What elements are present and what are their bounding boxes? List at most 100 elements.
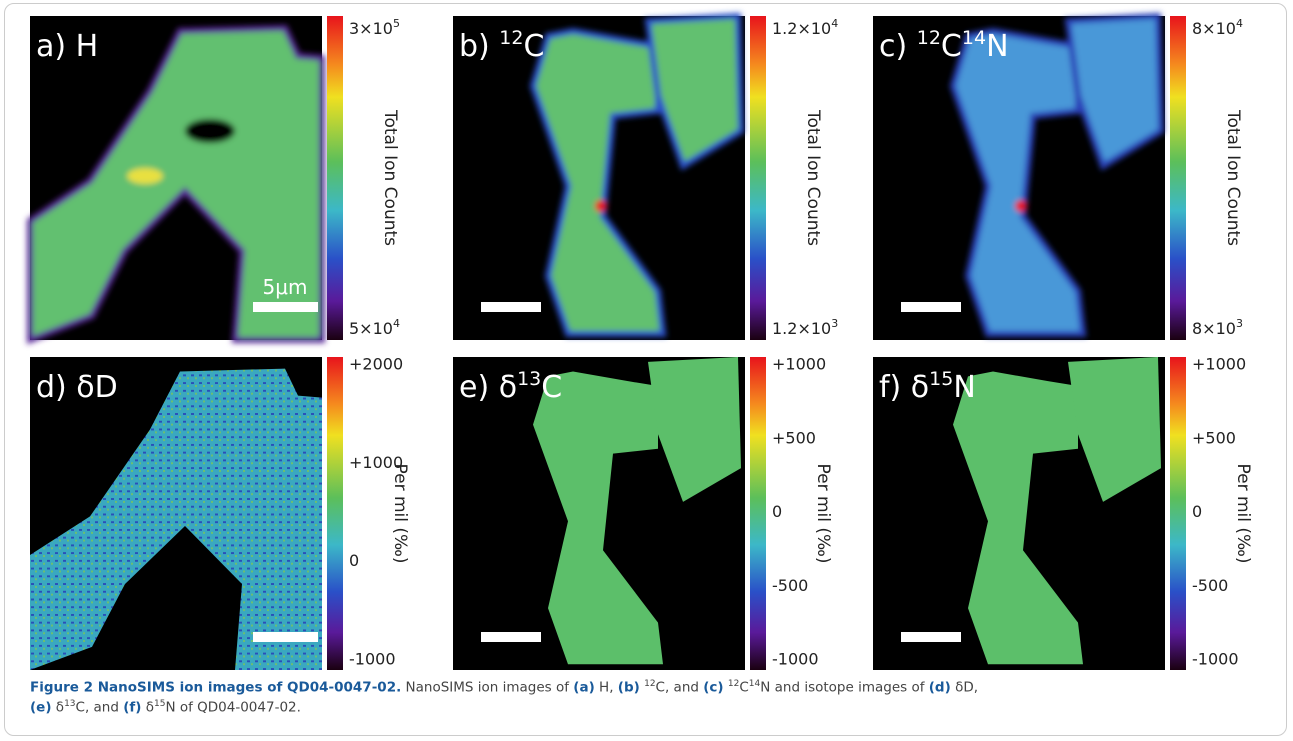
ion-image [529,12,745,337]
caption-line: Figure 2 NanoSIMS ion images of QD04-004… [30,679,978,696]
label-text: a) H [36,29,98,64]
ion-image [949,12,1165,337]
colorbar-tick-label: 3×105 [349,17,400,38]
tick-sup: 4 [831,17,838,30]
colorbar-tick-label: -1000 [349,650,396,669]
colorbar [750,16,766,340]
caption-line: (e) δ13C, and (f) δ15N of QD04-0047-02. [30,699,301,716]
caption-text: δ [51,699,65,716]
caption-text: (c) [703,679,724,696]
colorbar-tick-label: +1000 [772,355,826,374]
tick-text: 1.2×10 [772,19,831,38]
hot-spot [595,200,607,212]
panel: d) δD +2000 +1000 0 -1000 Per mil (‰) [30,355,410,670]
scale-bar [253,302,318,312]
colorbar-tick-label: 0 [349,551,359,570]
caption-text: 15 [154,699,166,709]
tick-sup: 4 [393,317,400,330]
label-sup: 12 [917,27,941,49]
tick-sup: 3 [1236,317,1243,330]
tick-text: 5×10 [349,319,393,338]
hole [185,119,235,143]
caption-text: (f) [123,699,142,716]
caption-text: NanoSIMS ion images of [401,679,574,696]
label-sup: 14 [962,27,986,49]
label-sup: 12 [499,27,523,49]
panel-label: a) H [36,29,98,64]
caption-text: (d) [928,679,951,696]
colorbar-tick-label: 0 [1192,502,1202,521]
sample-region [1068,357,1161,502]
tick-text: 8×10 [1192,19,1236,38]
colorbar-tick-label: 1.2×104 [772,17,838,38]
panel-label: c) 12C14N [879,27,1009,64]
panel: a) H 5μm 3×105 5×104 Total Ion Counts [27,16,400,345]
label-text: f) δ [879,370,929,405]
label-text: d) δD [36,370,118,405]
tick-sup: 4 [1236,17,1243,30]
scale-bar [481,632,541,642]
tick-text: 8×10 [1192,319,1236,338]
colorbar-tick-label: +500 [772,428,816,447]
sample-region [648,357,741,502]
label-sup: 15 [929,368,953,390]
colorbar-tick-label: 1.2×103 [772,317,838,338]
label-sup: 13 [517,368,541,390]
colorbar-tick-label: +500 [1192,428,1236,447]
colorbar-tick-label: +2000 [349,355,403,374]
ion-image [27,24,325,345]
caption-text: H, [594,679,618,696]
label-text: C [541,370,562,405]
colorbar-tick-label: +1000 [349,453,403,472]
ion-image [953,357,1161,665]
caption-text: δD, [950,679,979,696]
label-text: c) [879,29,917,64]
sample-region [949,27,1087,337]
label-text: e) δ [459,370,517,405]
colorbar-title: Total Ion Counts [803,109,823,246]
label-text: N [953,370,975,405]
scale-bar [901,302,961,312]
scale-bar-label: 5μm [263,275,308,299]
colorbar-tick-label: +1000 [1192,355,1246,374]
caption-text: N and isotope images of [760,679,929,696]
tick-text: 3×10 [349,19,393,38]
colorbar-tick-label: -1000 [772,650,819,669]
colorbar-tick-label: -1000 [1192,650,1239,669]
panel-label: d) δD [36,370,118,405]
caption-text: C [739,679,749,696]
caption-text: 12 [644,679,656,689]
tick-sup: 3 [831,317,838,330]
colorbar [327,357,343,670]
tick-text: 1.2×10 [772,319,831,338]
sample-region [533,371,663,665]
panel: f) δ15N +1000 +500 0 -500 -1000 Per mil (‰) [873,355,1253,670]
label-text: C [941,29,962,64]
caption-text: C, and [655,679,704,696]
sample-region [30,368,322,670]
colorbar [1170,357,1186,670]
scale-bar [481,302,541,312]
colorbar [750,357,766,670]
caption-text: 13 [64,699,76,709]
sample-region [529,27,667,337]
tick-sup: 5 [393,17,400,30]
hot-spot [127,168,163,184]
colorbar-tick-label: 8×104 [1192,17,1243,38]
caption-text: δ [141,699,154,716]
caption-text: (b) [617,679,640,696]
colorbar-tick-label: -500 [772,576,808,595]
colorbar-tick-label: 8×103 [1192,317,1243,338]
colorbar [327,16,343,340]
sample-region [644,12,745,171]
colorbar-title: Per mil (‰) [813,464,833,564]
sample-region [27,24,325,345]
caption-text: 14 [748,679,761,689]
colorbar-title: Per mil (‰) [390,464,410,564]
scale-bar [253,632,318,642]
label-text: C [523,29,544,64]
colorbar-tick-label: -500 [1192,576,1228,595]
